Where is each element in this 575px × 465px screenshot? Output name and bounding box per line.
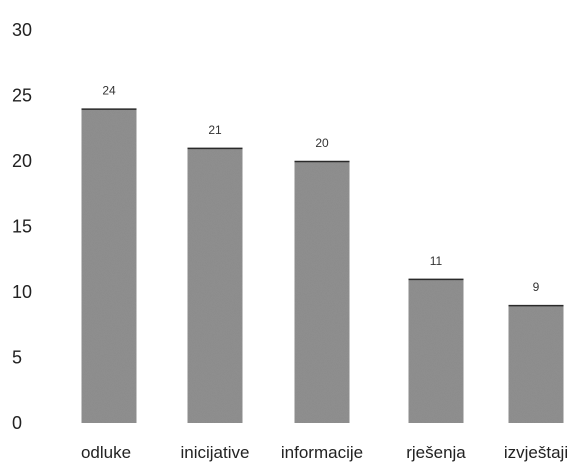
y-tick-label: 25 [12, 86, 32, 106]
y-tick-label: 10 [12, 282, 32, 302]
y-tick-label: 0 [12, 413, 22, 433]
data-label: 9 [533, 280, 540, 294]
y-tick-label: 5 [12, 348, 22, 368]
x-tick-label: odluke [81, 443, 131, 462]
x-tick-label: rješenja [406, 443, 466, 462]
bars [81, 108, 564, 423]
y-tick-label: 20 [12, 151, 32, 171]
bar-izvještaji [508, 305, 564, 423]
x-tick-label: inicijative [181, 443, 250, 462]
data-label: 21 [208, 123, 222, 137]
y-tick-label: 15 [12, 217, 32, 237]
data-labels: 24 21 20 11 9 [102, 84, 539, 295]
bar-inicijative [187, 147, 243, 423]
bar-informacije [294, 161, 350, 423]
bar-rješenja [408, 278, 464, 423]
data-label: 11 [430, 254, 443, 268]
y-tick-label: 30 [12, 20, 32, 40]
y-axis-labels: 0 5 10 15 20 25 30 [12, 20, 32, 433]
bar-odluke [81, 108, 137, 423]
x-axis-labels: odluke inicijative informacije rješenja izvj… [81, 443, 568, 462]
data-label: 20 [315, 136, 329, 150]
data-label: 24 [102, 84, 116, 98]
x-tick-label: izvještaji [504, 443, 568, 462]
x-tick-label: informacije [281, 443, 363, 462]
